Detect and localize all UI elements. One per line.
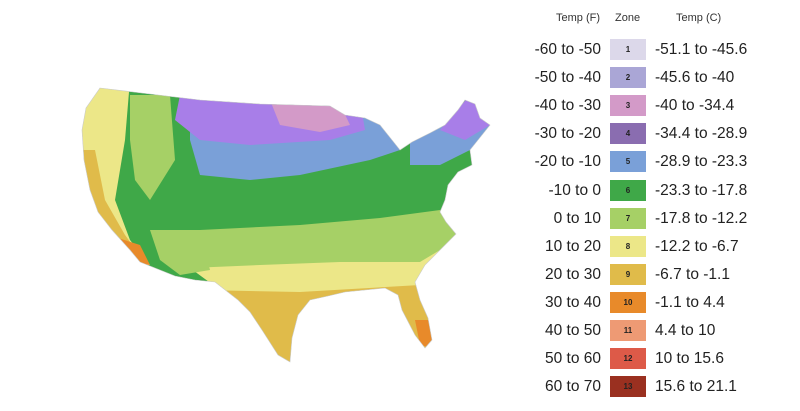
temp-f: -20 to -10	[534, 153, 601, 171]
legend-row: -20 to -10 5 -28.9 to -23.3	[520, 151, 800, 175]
zone-swatch: 5	[610, 151, 646, 173]
zone-7-southwest	[150, 230, 210, 275]
temp-c: -40 to -34.4	[655, 97, 735, 115]
legend-row: 0 to 10 7 -17.8 to -12.2	[520, 207, 800, 232]
legend-row: -30 to -20 4 -34.4 to -28.9	[520, 123, 800, 147]
zone-swatch: 9	[610, 263, 646, 285]
zone-swatch: 1	[610, 39, 646, 60]
temp-c: -45.6 to -40	[655, 69, 735, 87]
temp-c: 4.4 to 10	[655, 322, 716, 339]
temp-c: -51.1 to -45.6	[655, 41, 748, 58]
legend-row: 10 to 20 8 -12.2 to -6.7	[520, 235, 800, 260]
temp-f: -30 to -20	[534, 125, 601, 143]
temp-c: 15.6 to 21.1	[655, 378, 737, 396]
temp-f: 50 to 60	[544, 350, 601, 368]
header-zone: Zone	[615, 12, 641, 24]
zone-swatch: 8	[610, 235, 646, 257]
temp-f: 30 to 40	[544, 293, 601, 311]
zone-swatch: 4	[610, 123, 646, 145]
temp-c: -23.3 to -17.8	[655, 181, 748, 199]
temp-c: 10 to 15.6	[655, 350, 724, 368]
temp-c: -12.2 to -6.7	[655, 237, 739, 255]
temp-c: -17.8 to -12.2	[655, 209, 748, 227]
temp-f: -40 to -30	[534, 97, 601, 115]
zone-swatch: 2	[610, 67, 646, 89]
zone-legend: Temp (F) Zone Temp (C) -60 to -50 1 -51.…	[520, 0, 800, 411]
legend-row: -60 to -50 1 -51.1 to -45.6	[520, 39, 800, 63]
legend-row: 40 to 50 11 4.4 to 10	[520, 320, 800, 344]
temp-f: 40 to 50	[544, 322, 601, 339]
us-hardiness-zone-map	[81, 87, 491, 363]
zone-swatch: 3	[610, 95, 646, 117]
legend-row: -10 to 0 6 -23.3 to -17.8	[520, 179, 800, 204]
header-temp-c: Temp (C)	[676, 12, 722, 24]
legend-row: 60 to 70 13 15.6 to 21.1	[520, 376, 800, 400]
zone-swatch: 12	[610, 348, 646, 370]
temp-f: -50 to -40	[534, 69, 601, 87]
zone-swatch: 7	[610, 207, 646, 229]
temp-c: -28.9 to -23.3	[655, 153, 748, 171]
temp-f: -60 to -50	[534, 41, 601, 58]
header-temp-f: Temp (F)	[556, 12, 600, 24]
legend-row: -40 to -30 3 -40 to -34.4	[520, 95, 800, 119]
temp-f: 0 to 10	[553, 209, 601, 227]
legend-row: 20 to 30 9 -6.7 to -1.1	[520, 263, 800, 288]
temp-c: -6.7 to -1.1	[655, 265, 730, 283]
legend-row: -50 to -40 2 -45.6 to -40	[520, 67, 800, 91]
temp-c: -34.4 to -28.9	[655, 125, 748, 143]
us-outline	[81, 87, 491, 363]
zone-3-region	[270, 100, 350, 132]
legend-row: 50 to 60 12 10 to 15.6	[520, 348, 800, 372]
zone-7-region	[200, 210, 460, 272]
legend-row: 30 to 40 10 -1.1 to 4.4	[520, 291, 800, 316]
zone-7-northwest	[130, 95, 175, 200]
temp-f: 20 to 30	[544, 265, 601, 283]
zone-swatch: 10	[610, 291, 646, 313]
zone-swatch: 11	[610, 320, 646, 341]
temp-f: -10 to 0	[548, 181, 601, 199]
temp-c: -1.1 to 4.4	[655, 293, 725, 311]
temp-f: 10 to 20	[544, 237, 601, 255]
zone-swatch: 6	[610, 179, 646, 201]
zone-10-california	[118, 238, 150, 265]
temp-f: 60 to 70	[544, 378, 601, 396]
zone-swatch: 13	[610, 376, 646, 398]
